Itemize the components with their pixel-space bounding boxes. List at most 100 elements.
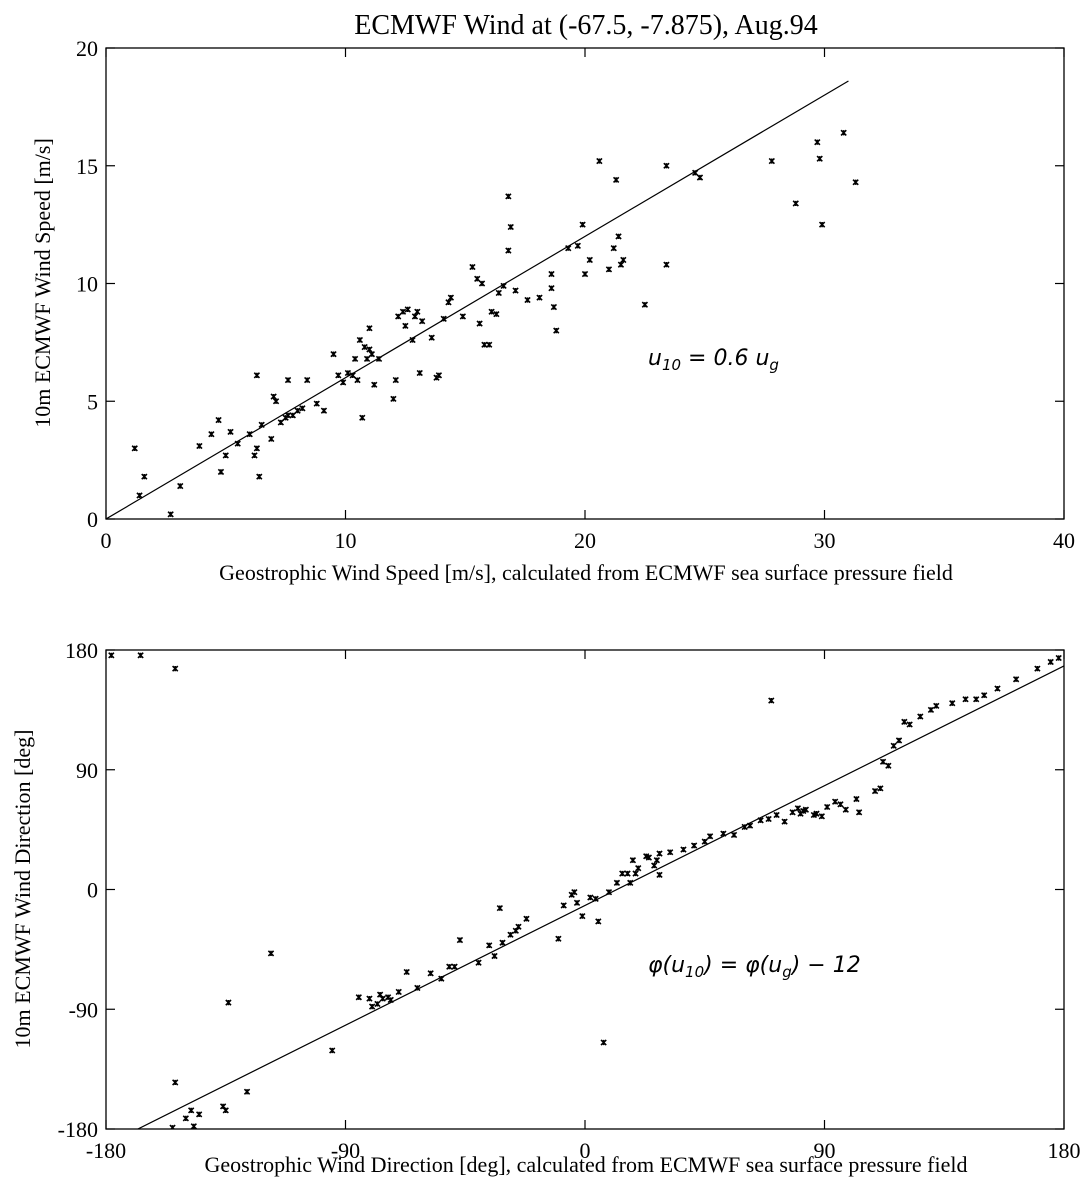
direction-data-point	[368, 1003, 376, 1010]
speed-data-point	[131, 445, 138, 452]
speed-data-point	[505, 193, 512, 200]
speed-ann-mid: = 0.6	[681, 346, 755, 371]
speed-data-point	[512, 287, 519, 294]
speed-data-point	[500, 282, 507, 290]
speed-y-tick-label: 15	[76, 154, 98, 179]
direction-data-point	[741, 823, 748, 831]
speed-data-point	[418, 318, 426, 325]
direction-chart: -180 -90 0 90 180 -180 -90 0 90 180 Geostrophic …	[10, 638, 1081, 1177]
direction-data-point	[994, 685, 1001, 692]
direction-data-point	[210, 1133, 215, 1138]
direction-fit-annotation: φ(u10) = φ(ug) − 12	[648, 953, 861, 981]
speed-data-point	[371, 381, 378, 388]
direction-data-point	[981, 692, 988, 699]
direction-ann-sub2: g	[782, 963, 792, 981]
direction-data-point	[837, 801, 844, 808]
speed-data-point	[368, 350, 376, 358]
speed-data-point	[217, 468, 225, 476]
speed-data-point	[459, 313, 467, 320]
direction-data-point	[571, 888, 578, 896]
speed-data-point	[792, 200, 799, 207]
direction-data-point	[973, 696, 980, 703]
speed-data-point	[565, 245, 572, 252]
direction-data-point	[885, 762, 892, 769]
speed-data-point	[553, 327, 560, 334]
speed-data-point	[196, 442, 203, 450]
direction-data-point	[781, 818, 788, 825]
speed-plot-frame	[105, 47, 1065, 520]
direction-data-point	[182, 1115, 189, 1122]
direction-data-point	[794, 805, 802, 812]
direction-data-point	[496, 904, 504, 912]
speed-chart-title: ECMWF Wind at (-67.5, -7.875), Aug.94	[354, 10, 817, 41]
direction-data-point	[789, 809, 796, 816]
speed-data-point	[320, 407, 328, 414]
speed-data-point	[222, 452, 229, 459]
direction-data-point	[773, 811, 780, 819]
direction-data-point	[831, 798, 839, 805]
direction-y-tick-label: -90	[69, 997, 98, 1022]
speed-data-point	[268, 435, 275, 443]
direction-data-point	[823, 803, 831, 811]
speed-data-point	[284, 412, 292, 419]
speed-data-point	[304, 376, 311, 384]
speed-data-point	[335, 372, 342, 379]
speed-data-point	[574, 242, 581, 249]
speed-y-axis-label: 10m ECMWF Wind Speed [m/s]	[30, 138, 55, 428]
direction-data-point	[701, 838, 708, 845]
direction-y-tick-label: -180	[58, 1117, 98, 1142]
speed-data-point	[814, 139, 821, 146]
direction-data-point	[515, 923, 522, 930]
direction-data-point	[871, 787, 879, 795]
direction-x-tick-label: 0	[580, 1138, 591, 1163]
speed-points	[131, 129, 859, 518]
speed-data-point	[696, 174, 704, 181]
direction-data-point	[890, 742, 897, 749]
speed-fit-annotation: u10 = 0.6 ug	[648, 346, 779, 374]
direction-data-point	[187, 1107, 195, 1114]
direction-y-ticks: -180 -90 0 90 180	[58, 638, 1064, 1142]
speed-data-point	[505, 247, 512, 254]
direction-data-point	[499, 939, 506, 946]
speed-data-point	[414, 308, 421, 315]
speed-data-point	[277, 419, 285, 426]
speed-data-point	[469, 263, 476, 271]
direction-data-point	[730, 831, 738, 839]
direction-data-point	[605, 888, 613, 896]
speed-data-point	[581, 270, 589, 278]
direction-data-point	[579, 912, 586, 920]
direction-y-tick-label: 90	[76, 758, 98, 783]
direction-data-point	[222, 1107, 229, 1114]
direction-data-point	[765, 815, 772, 823]
speed-data-point	[330, 350, 337, 358]
direction-data-point	[403, 968, 410, 976]
direction-data-point	[768, 697, 775, 704]
direction-data-point	[1047, 658, 1054, 666]
direction-data-point	[486, 942, 493, 949]
speed-data-point	[481, 341, 488, 348]
direction-x-ticks: -180 -90 0 90 180	[86, 650, 1081, 1163]
speed-data-point	[354, 376, 361, 384]
speed-data-point	[177, 482, 184, 490]
speed-data-point	[488, 308, 495, 315]
speed-data-point	[478, 280, 486, 287]
direction-data-point	[895, 737, 903, 744]
direction-data-point	[842, 806, 849, 813]
direction-data-point	[802, 806, 810, 813]
direction-data-point	[573, 899, 581, 906]
speed-data-point	[663, 162, 670, 169]
direction-data-point	[877, 785, 884, 792]
speed-data-point	[586, 256, 593, 264]
speed-data-point	[495, 289, 502, 297]
direction-data-point	[355, 994, 362, 1001]
direction-data-point	[108, 652, 115, 659]
speed-x-tick-label: 10	[335, 528, 357, 553]
direction-data-point	[146, 1132, 151, 1137]
speed-y-tick-label: 5	[87, 389, 98, 414]
direction-data-point	[595, 918, 602, 925]
direction-data-point	[627, 879, 634, 887]
direction-plot-frame	[105, 649, 1065, 1130]
direction-y-axis-label: 10m ECMWF Wind Direction [deg]	[10, 730, 35, 1049]
speed-data-point	[246, 431, 253, 438]
